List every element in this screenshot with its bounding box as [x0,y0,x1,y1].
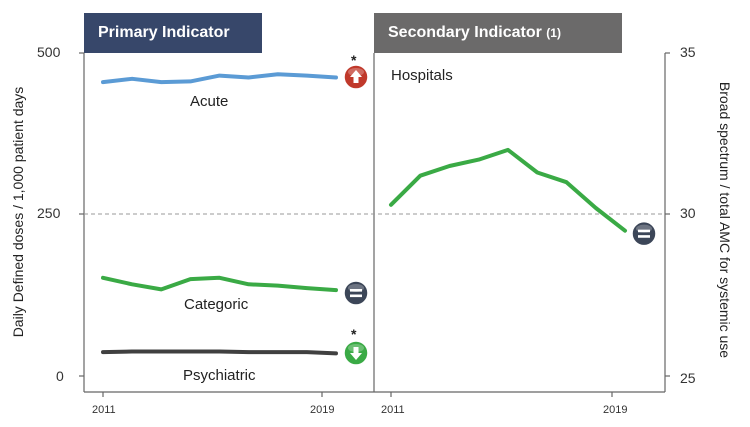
trend-badges [343,64,657,366]
trend-badge-hospitals [631,220,657,247]
series-label-hospitals: Hospitals [391,67,453,84]
primary-indicator-header: Primary Indicator [84,13,262,53]
tick-marks [79,52,670,397]
x-tick-secondary-start: 2011 [381,404,405,416]
series-label-acute: Acute [190,93,229,110]
left-tick-500: 500 [37,44,61,60]
trend-badge-psychiatric [343,340,369,366]
left-axis-label: Daily Defined doses / 1,000 patient days [10,86,26,338]
series-line-hospitals [389,147,627,233]
series-line-psychiatric [101,349,338,356]
right-axis-label: Broad spectrum / total AMC for systemic … [717,81,733,359]
right-tick-25: 25 [680,370,696,386]
right-tick-30: 30 [680,205,696,221]
series-line-acute [101,72,338,85]
equal-icon [350,289,362,292]
arrow-up-icon [350,70,362,83]
x-tick-secondary-end: 2019 [603,404,628,416]
equal-icon [638,229,650,233]
primary-indicator-title: Primary Indicator [98,24,230,41]
left-tick-0: 0 [56,368,64,384]
x-tick-primary-end: 2019 [310,404,335,416]
trend-badge-acute [343,64,369,90]
secondary-indicator-footnote: (1) [546,26,561,40]
secondary-indicator-header: Secondary Indicator (1) [374,13,622,53]
series-label-categoric: Categoric [184,296,249,313]
series-line-categoric [101,275,338,293]
series-layer [101,72,627,356]
x-tick-primary-start: 2011 [92,404,116,416]
secondary-indicator-title: Secondary Indicator [388,24,542,41]
left-tick-250: 250 [37,205,61,221]
trend-badge-categoric [343,280,369,306]
significance-star-acute: * [351,52,357,68]
series-label-psychiatric: Psychiatric [183,367,256,384]
arrow-down-icon [350,347,362,360]
right-tick-35: 35 [680,44,696,60]
significance-star-psychiatric: * [351,326,357,342]
